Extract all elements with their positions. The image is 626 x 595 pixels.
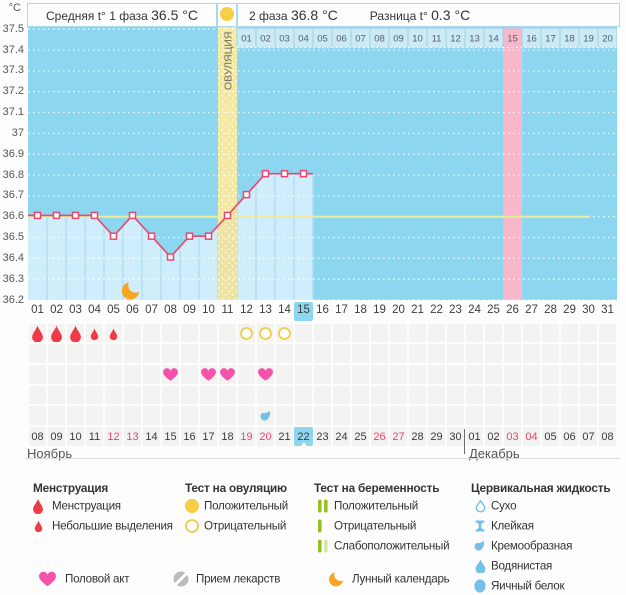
svg-text:19: 19: [583, 34, 594, 45]
svg-text:06: 06: [336, 34, 347, 45]
svg-text:04: 04: [298, 34, 309, 45]
svg-text:17: 17: [545, 34, 556, 45]
svg-text:16: 16: [526, 34, 537, 45]
svg-text:18: 18: [564, 34, 575, 45]
svg-text:11: 11: [432, 34, 442, 45]
svg-text:20: 20: [602, 34, 613, 45]
svg-text:02: 02: [260, 34, 271, 45]
svg-text:10: 10: [412, 34, 423, 45]
svg-text:12: 12: [450, 34, 461, 45]
svg-text:08: 08: [374, 34, 385, 45]
svg-text:05: 05: [317, 34, 328, 45]
svg-text:09: 09: [393, 34, 404, 45]
svg-text:07: 07: [355, 34, 366, 45]
svg-text:15: 15: [507, 34, 518, 45]
svg-text:03: 03: [279, 34, 290, 45]
svg-text:13: 13: [469, 34, 480, 45]
svg-text:14: 14: [488, 34, 499, 45]
svg-text:ОВУЛЯЦИЯ: ОВУЛЯЦИЯ: [222, 31, 234, 90]
svg-text:01: 01: [241, 34, 252, 45]
